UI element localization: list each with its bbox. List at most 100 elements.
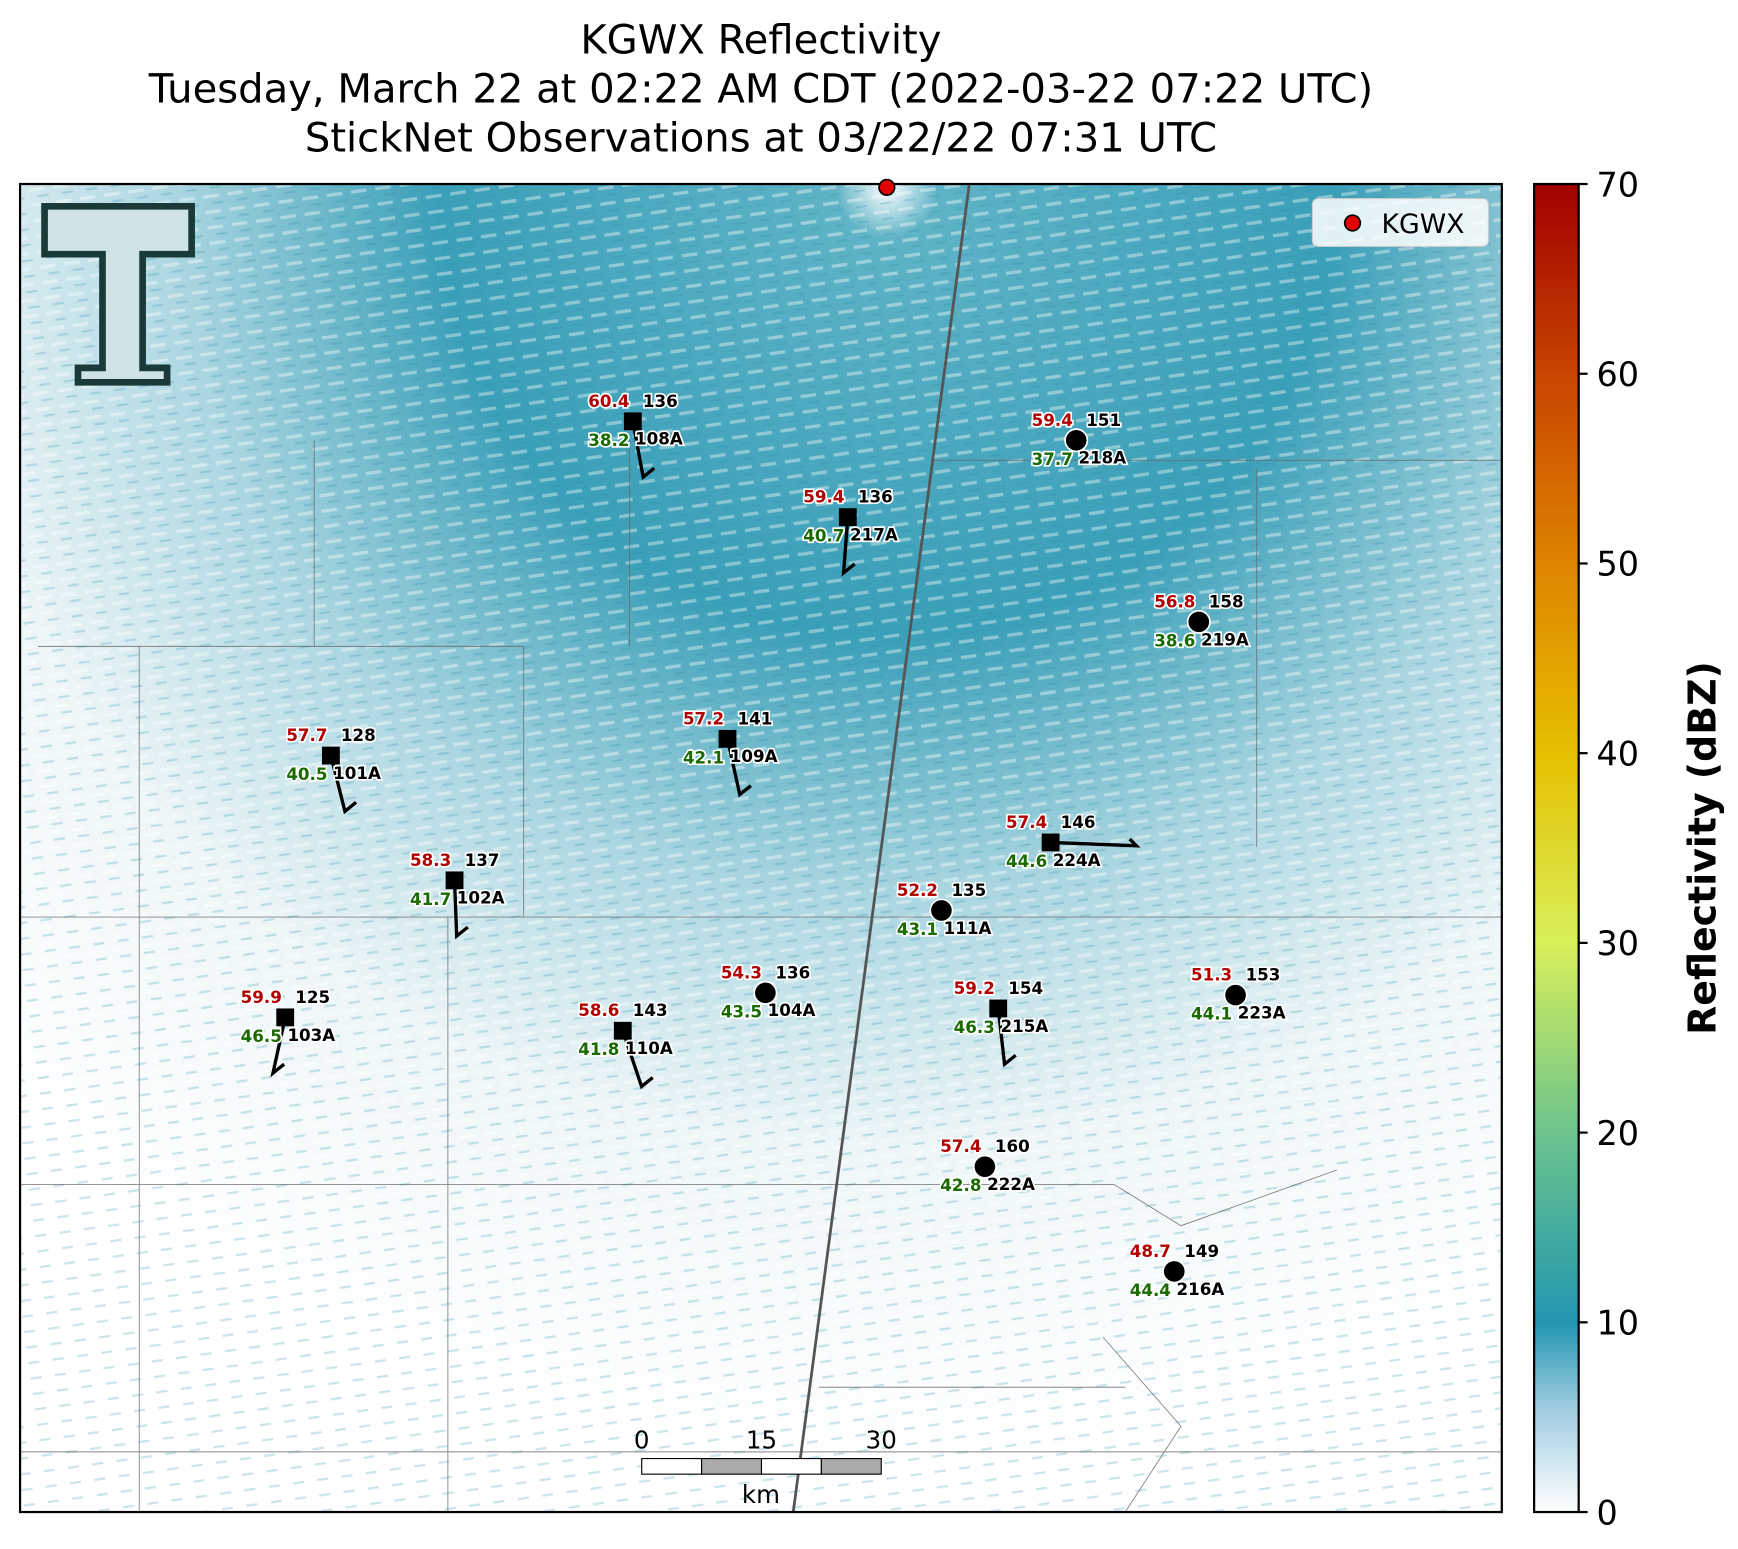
wind-barb bbox=[631, 421, 656, 481]
colorbar-label: Reflectivity (dBZ) bbox=[1681, 661, 1725, 1035]
wind-barb bbox=[841, 517, 856, 577]
colorbar-tick-label: 70 bbox=[1597, 165, 1640, 204]
pressure: 151 bbox=[1086, 410, 1121, 430]
pressure: 153 bbox=[1246, 965, 1281, 985]
temperature: 51.3 bbox=[1191, 965, 1232, 985]
temperature: 60.4 bbox=[588, 391, 629, 411]
dewpoint: 42.1 bbox=[683, 747, 724, 767]
station-marker bbox=[1223, 983, 1248, 1008]
station-id: 102A bbox=[457, 888, 505, 908]
scale-tick-label: 15 bbox=[746, 1426, 777, 1455]
map-area bbox=[20, 184, 1502, 1513]
temperature: 59.4 bbox=[1032, 410, 1073, 430]
dewpoint: 38.6 bbox=[1154, 630, 1195, 650]
station-id: 223A bbox=[1238, 1002, 1286, 1022]
pressure: 141 bbox=[738, 708, 773, 728]
colorbar bbox=[1533, 182, 1580, 1514]
dewpoint: 43.1 bbox=[897, 919, 938, 939]
station-id: 218A bbox=[1078, 448, 1126, 468]
pressure: 125 bbox=[295, 987, 330, 1007]
station-id: 110A bbox=[625, 1038, 673, 1058]
pressure: 149 bbox=[1184, 1241, 1219, 1261]
station-marker bbox=[718, 729, 737, 748]
legend-label: KGWX bbox=[1381, 209, 1464, 240]
pressure: 160 bbox=[995, 1136, 1030, 1156]
station-id: 224A bbox=[1053, 850, 1101, 870]
scale-unit: km bbox=[742, 1480, 780, 1509]
colorbar-tick-label: 20 bbox=[1597, 1114, 1640, 1153]
pressure: 143 bbox=[633, 1000, 668, 1020]
station-marker bbox=[276, 1008, 295, 1027]
logo bbox=[41, 202, 195, 386]
station-marker bbox=[929, 898, 954, 923]
wind-barb bbox=[270, 1017, 287, 1078]
dewpoint: 41.7 bbox=[410, 889, 451, 909]
station-marker bbox=[613, 1021, 632, 1040]
pressure: 158 bbox=[1209, 591, 1244, 611]
dewpoint: 40.7 bbox=[803, 526, 844, 546]
wind-barb bbox=[996, 1008, 1017, 1068]
station-id: 219A bbox=[1201, 629, 1249, 649]
colorbar-tick-label: 60 bbox=[1597, 355, 1640, 394]
dewpoint: 44.1 bbox=[1191, 1004, 1232, 1024]
wind-barb bbox=[621, 1030, 654, 1090]
scale-tick-label: 0 bbox=[634, 1426, 650, 1455]
station-id: 222A bbox=[987, 1174, 1035, 1194]
station-id: 111A bbox=[944, 918, 992, 938]
colorbar-tick-label: 0 bbox=[1597, 1493, 1618, 1532]
title-line: StickNet Observations at 03/22/22 07:31 … bbox=[305, 116, 1217, 162]
station-id: 109A bbox=[730, 746, 778, 766]
temperature: 57.4 bbox=[1006, 812, 1047, 832]
dewpoint: 40.5 bbox=[286, 764, 327, 784]
temperature: 58.6 bbox=[578, 1000, 619, 1020]
station-marker bbox=[1186, 609, 1211, 634]
station-id: 103A bbox=[287, 1025, 335, 1045]
dewpoint: 37.7 bbox=[1032, 449, 1073, 469]
station-id: 104A bbox=[768, 1000, 816, 1020]
station-marker bbox=[445, 871, 464, 890]
temperature: 57.2 bbox=[683, 708, 724, 728]
dewpoint: 43.5 bbox=[721, 1001, 762, 1021]
station-id: 217A bbox=[850, 525, 898, 545]
temperature: 57.4 bbox=[940, 1136, 981, 1156]
scale-tick-label: 30 bbox=[866, 1426, 897, 1455]
colorbar-axis: 0 10 20 30 40 50 60 70 Reflectivity (dBZ) bbox=[1578, 165, 1725, 1532]
colorbar-tick-label: 40 bbox=[1597, 734, 1640, 773]
station-marker bbox=[989, 999, 1008, 1018]
temperature: 57.7 bbox=[286, 725, 327, 745]
station-id: 108A bbox=[635, 429, 683, 449]
map-frame bbox=[18, 182, 1503, 1514]
scale-segment bbox=[760, 1458, 822, 1475]
dewpoint: 42.8 bbox=[940, 1175, 981, 1195]
pressure: 146 bbox=[1061, 812, 1096, 832]
radar-texture bbox=[20, 184, 1502, 1513]
pressure: 136 bbox=[643, 391, 678, 411]
temperature: 52.2 bbox=[897, 880, 938, 900]
wind-barb bbox=[1050, 837, 1141, 848]
pressure: 136 bbox=[858, 487, 893, 507]
station-marker bbox=[321, 746, 340, 765]
station-marker bbox=[753, 980, 778, 1005]
dewpoint: 46.3 bbox=[954, 1017, 995, 1037]
station-marker bbox=[623, 412, 642, 431]
pressure: 137 bbox=[465, 850, 500, 870]
colorbar-tick-label: 30 bbox=[1597, 924, 1640, 963]
wind-barb bbox=[329, 755, 358, 815]
pressure: 128 bbox=[341, 725, 376, 745]
colorbar-tick-label: 10 bbox=[1597, 1304, 1640, 1343]
dewpoint: 44.4 bbox=[1130, 1280, 1171, 1300]
dewpoint: 44.6 bbox=[1006, 851, 1047, 871]
scale-segment bbox=[641, 1458, 703, 1475]
road bbox=[791, 184, 971, 1513]
station-marker bbox=[972, 1154, 997, 1179]
temperature: 54.3 bbox=[721, 962, 762, 982]
colorbar-tick-label: 50 bbox=[1597, 545, 1640, 584]
scale-segment bbox=[701, 1458, 763, 1475]
temperature: 58.3 bbox=[410, 850, 451, 870]
scale-bar: 0 15 30 km bbox=[634, 1426, 897, 1510]
legend-box bbox=[1311, 197, 1489, 247]
temperature: 59.4 bbox=[803, 487, 844, 507]
title-line: Tuesday, March 22 at 02:22 AM CDT (2022-… bbox=[148, 67, 1373, 113]
